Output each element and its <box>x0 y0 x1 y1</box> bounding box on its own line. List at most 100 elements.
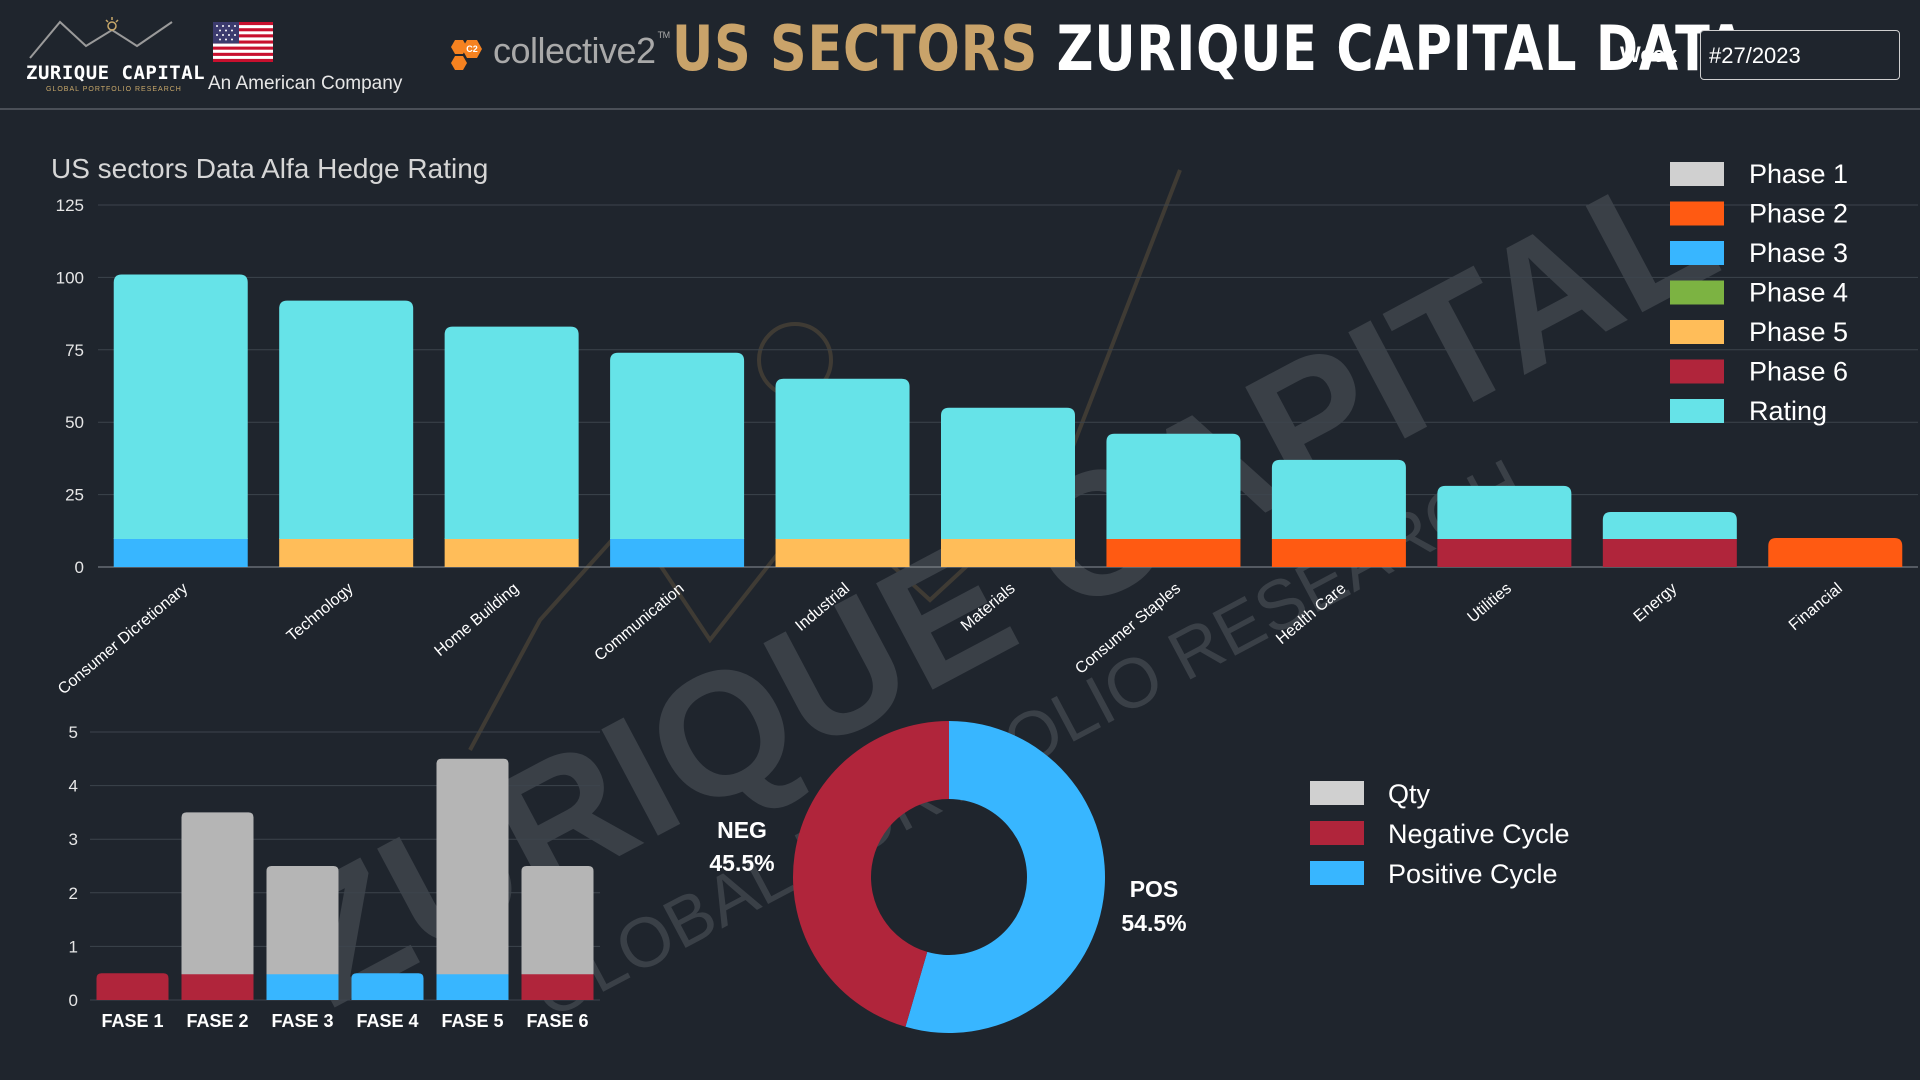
qty-segment <box>181 812 254 975</box>
phase-segment <box>1271 538 1406 567</box>
chart-title: US sectors Data Alfa Hedge Rating <box>51 153 488 184</box>
cycle-legend-swatch <box>1310 821 1364 845</box>
phase-segment <box>775 538 910 567</box>
partner-name-text: collective2 <box>493 30 656 71</box>
pos-value: 54.5% <box>1121 910 1186 936</box>
fase-label: FASE 3 <box>271 1011 333 1031</box>
cycle-segment <box>521 973 594 1000</box>
main-y-tick: 0 <box>75 558 84 577</box>
rating-segment <box>113 274 248 540</box>
neg-value: 45.5% <box>709 850 774 876</box>
phase-segment <box>1768 538 1903 567</box>
sector-label: Materials <box>958 580 1019 635</box>
header: ZURIQUE CAPITAL GLOBAL PORTFOLIO RESEARC… <box>0 0 1920 110</box>
cycle-legend-swatch <box>1310 861 1364 885</box>
cycle-segment <box>266 973 339 1000</box>
cycle-segment <box>181 973 254 1000</box>
qty-segment <box>521 866 594 975</box>
phase-segment <box>113 538 248 567</box>
rating-segment <box>444 326 579 540</box>
phase-segment <box>1602 538 1737 567</box>
phase-segment <box>1106 538 1241 567</box>
fase-y-tick: 1 <box>69 937 78 956</box>
sector-label: Utilities <box>1465 580 1515 626</box>
legend-label: Rating <box>1749 396 1827 426</box>
logo-name: ZURIQUE CAPITAL <box>26 62 206 84</box>
fase-chart: 0 1 2 3 4 5 FASE 1 FASE 2 FASE 3 FASE 4 FASE 5 FAS… <box>69 723 600 1031</box>
sector-rating-chart: US sectors Data Alfa Hedge Rating 0 25 50 7… <box>51 153 1918 698</box>
legend-swatch <box>1670 241 1724 265</box>
donut-slice-neg <box>792 721 949 1027</box>
donut-slice-pos <box>905 721 1105 1033</box>
collective2-logo-icon: C2 <box>451 40 482 70</box>
sector-label: Health Care <box>1273 580 1349 648</box>
fase-y-tick: 2 <box>69 884 78 903</box>
rating-segment <box>1437 485 1572 540</box>
partner-tm: TM <box>657 30 671 40</box>
rating-segment <box>279 300 414 540</box>
fase-label: FASE 5 <box>441 1011 503 1031</box>
fase-label: FASE 6 <box>526 1011 588 1031</box>
title-zurique-data: ZURIQUE CAPITAL DATA <box>1056 12 1747 85</box>
sector-label: Consumer Dicretionary <box>55 580 191 698</box>
legend-swatch <box>1670 280 1724 305</box>
fase-label: FASE 4 <box>356 1011 418 1031</box>
main-y-tick: 50 <box>65 413 84 432</box>
legend-label: Phase 1 <box>1749 159 1848 189</box>
us-flag-icon <box>213 22 273 62</box>
cycle-legend-label: Positive Cycle <box>1388 859 1558 889</box>
main-y-tick: 25 <box>65 486 84 505</box>
fase-label: FASE 2 <box>186 1011 248 1031</box>
rating-segment <box>1106 433 1241 540</box>
legend-label: Phase 5 <box>1749 317 1848 347</box>
phase-segment <box>610 538 745 567</box>
sector-label: Technology <box>284 580 357 645</box>
main-y-tick: 100 <box>56 268 84 287</box>
legend-swatch <box>1670 399 1724 423</box>
rating-segment <box>1602 511 1737 540</box>
cycle-legend-label: Negative Cycle <box>1388 819 1570 849</box>
rating-segment <box>775 378 910 540</box>
legend-label: Phase 6 <box>1749 357 1848 387</box>
legend-label: Phase 2 <box>1749 199 1848 229</box>
sector-label: Home Building <box>432 580 523 660</box>
cycle-legend: Qty Negative Cycle Positive Cycle <box>1310 779 1570 889</box>
phase-segment <box>1437 538 1572 567</box>
fase-y-tick: 3 <box>69 830 78 849</box>
c2-mark: C2 <box>466 44 478 54</box>
cycle-segment <box>351 973 424 1000</box>
legend-swatch <box>1670 201 1724 226</box>
fase-y-tick: 0 <box>69 991 78 1010</box>
zurique-logo: ZURIQUE CAPITAL GLOBAL PORTFOLIO RESEARC… <box>22 16 205 98</box>
cycle-donut-chart: NEG 45.5% POS 54.5% <box>709 721 1187 1033</box>
fase-label: FASE 1 <box>101 1011 163 1031</box>
sector-label: Industrial <box>792 580 853 635</box>
cycle-segment <box>96 973 169 1000</box>
legend-label: Phase 4 <box>1749 278 1848 308</box>
partner-name: collective2 TM <box>493 30 670 72</box>
week-input[interactable]: #27/2023 <box>1700 30 1900 80</box>
cycle-segment <box>436 973 509 1000</box>
rating-segment <box>941 407 1075 540</box>
sector-label: Energy <box>1631 580 1681 626</box>
legend-swatch <box>1670 162 1724 186</box>
qty-segment <box>266 866 339 975</box>
main-y-tick: 125 <box>56 196 84 215</box>
rating-segment <box>1271 459 1406 540</box>
main-y-tick: 75 <box>65 341 84 360</box>
phase-segment <box>941 538 1075 567</box>
legend-swatch <box>1670 320 1724 344</box>
rating-segment <box>610 352 745 540</box>
sector-label: Financial <box>1786 580 1846 634</box>
sector-label: Communication <box>592 580 688 664</box>
legend-label: Phase 3 <box>1749 238 1848 268</box>
logo-mountain-icon <box>29 17 173 59</box>
phase-segment <box>444 538 579 567</box>
cycle-legend-label: Qty <box>1388 779 1431 809</box>
qty-segment <box>436 758 509 975</box>
tagline: An American Company <box>208 73 403 94</box>
week-label: Week <box>1620 42 1678 67</box>
page-title: US SECTORS ZURIQUE CAPITAL DATA <box>672 12 1747 85</box>
fase-y-tick: 5 <box>69 723 78 742</box>
logo-subtitle: GLOBAL PORTFOLIO RESEARCH <box>46 86 182 93</box>
